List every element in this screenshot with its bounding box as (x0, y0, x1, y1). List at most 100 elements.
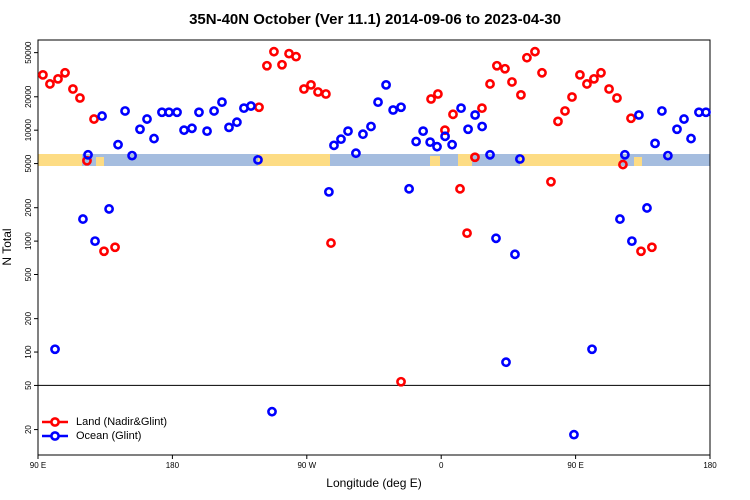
point (433, 89, 443, 99)
point (45, 79, 55, 89)
point (373, 97, 383, 108)
land-band (96, 157, 104, 166)
point (306, 79, 316, 90)
land-band (520, 154, 620, 166)
point (426, 94, 436, 104)
legend-label: Land (Nadir&Glint) (76, 416, 167, 428)
y-tick-label: 2000 (24, 198, 33, 216)
point (313, 87, 323, 97)
point (97, 111, 107, 121)
point (587, 344, 597, 355)
point (194, 107, 204, 118)
point (90, 236, 100, 247)
point (485, 79, 495, 89)
point (179, 125, 189, 136)
point (432, 141, 442, 152)
point (514, 154, 525, 164)
point (267, 406, 277, 417)
point (209, 106, 219, 116)
point (485, 149, 495, 160)
point (567, 92, 577, 102)
y-tick-label: 100 (24, 345, 33, 359)
point (404, 183, 414, 194)
point (187, 123, 197, 134)
point (510, 249, 520, 260)
x-tick-label: 90 W (297, 461, 316, 470)
point (321, 89, 331, 99)
point (618, 159, 628, 170)
point (50, 344, 60, 355)
point (634, 110, 644, 120)
point (662, 150, 673, 161)
point (60, 67, 70, 78)
point (657, 106, 667, 116)
x-tick-label: 90 E (30, 461, 46, 470)
point (253, 154, 263, 165)
point (679, 114, 689, 124)
x-tick-label: 180 (703, 461, 717, 470)
point (546, 176, 556, 187)
point (299, 84, 309, 94)
point (589, 73, 599, 84)
point (636, 246, 646, 257)
land-band (430, 156, 440, 166)
point (381, 79, 391, 90)
point (456, 103, 466, 114)
x-tick-label: 0 (439, 461, 444, 470)
point (575, 69, 585, 80)
point (500, 63, 510, 74)
point (615, 214, 625, 224)
y-tick-label: 10000 (24, 119, 33, 142)
point (612, 93, 622, 103)
point (477, 121, 488, 132)
point (507, 77, 517, 87)
point (516, 89, 526, 100)
y-tick-label: 5000 (24, 154, 33, 172)
point (418, 126, 429, 137)
point (351, 148, 361, 159)
point (553, 116, 563, 127)
point (388, 105, 399, 115)
point (83, 149, 93, 160)
point (560, 106, 570, 116)
point (358, 129, 368, 140)
point (522, 52, 532, 63)
point (537, 67, 547, 78)
point (149, 133, 159, 144)
legend-marker (50, 431, 60, 441)
point (343, 126, 353, 137)
y-tick-label: 20000 (24, 85, 33, 108)
point (232, 117, 242, 128)
point (470, 152, 480, 163)
point (246, 101, 256, 111)
point (291, 51, 301, 62)
plot-frame (37, 39, 711, 456)
y-tick-label: 50000 (24, 41, 33, 64)
map-strip (38, 154, 710, 166)
point (596, 67, 606, 78)
point (269, 46, 279, 57)
point (336, 134, 346, 145)
y-tick-label: 500 (24, 267, 33, 281)
x-tick-label: 90 E (567, 461, 583, 470)
point (650, 138, 660, 149)
y-tick-label: 20 (24, 425, 33, 434)
point (462, 228, 472, 239)
point (78, 214, 88, 224)
point (366, 121, 376, 132)
point (254, 102, 264, 113)
point (463, 124, 473, 135)
land-band (258, 154, 330, 166)
point (172, 107, 182, 118)
point (142, 114, 152, 124)
point (492, 60, 502, 71)
point (647, 242, 657, 253)
point (569, 429, 579, 440)
point (470, 110, 480, 120)
y-tick-label: 200 (24, 311, 33, 325)
point (99, 246, 109, 257)
land-band (634, 157, 642, 166)
point (89, 114, 99, 124)
point (619, 149, 630, 160)
